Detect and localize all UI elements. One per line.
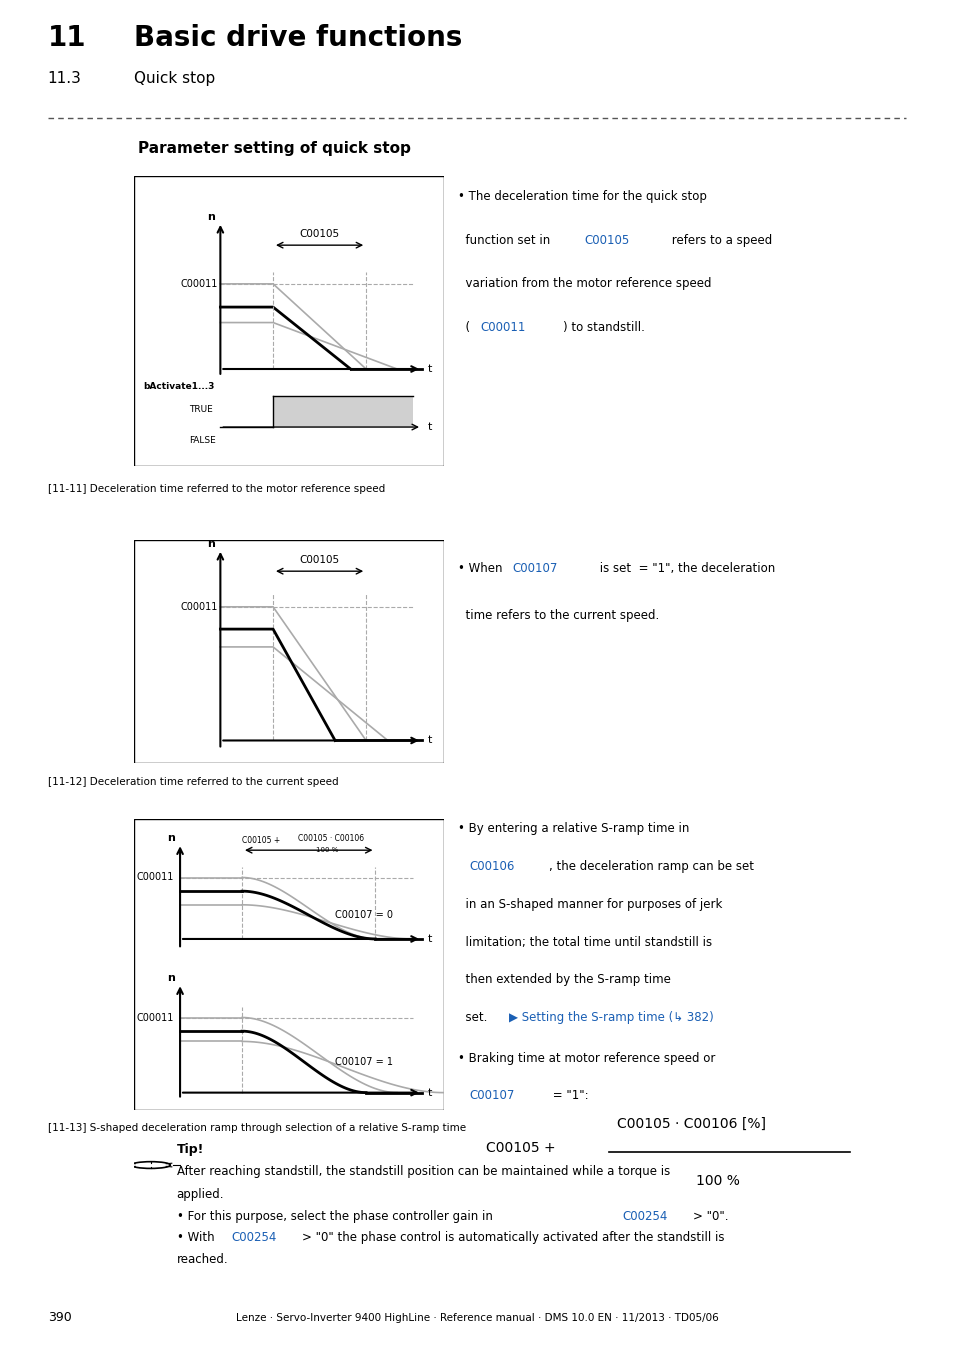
Text: C00107 = 0: C00107 = 0	[335, 910, 393, 921]
Text: C00105: C00105	[299, 230, 339, 239]
Text: set.: set.	[457, 1011, 495, 1025]
Text: in an S-shaped manner for purposes of jerk: in an S-shaped manner for purposes of je…	[457, 898, 721, 911]
Text: [11-11] Deceleration time referred to the motor reference speed: [11-11] Deceleration time referred to th…	[48, 485, 385, 494]
Text: Quick stop: Quick stop	[133, 72, 214, 86]
Text: C00105: C00105	[583, 234, 629, 247]
Text: Lenze · Servo-Inverter 9400 HighLine · Reference manual · DMS 10.0 EN · 11/2013 : Lenze · Servo-Inverter 9400 HighLine · R…	[235, 1312, 718, 1323]
Text: = "1":: = "1":	[548, 1089, 588, 1103]
Text: • When: • When	[457, 562, 506, 575]
Text: C00254: C00254	[231, 1231, 276, 1245]
Text: function set in: function set in	[457, 234, 554, 247]
Text: C00254: C00254	[621, 1210, 667, 1223]
Text: C00011: C00011	[136, 872, 173, 883]
Text: 390: 390	[48, 1311, 71, 1324]
Bar	[273, 396, 412, 427]
Text: , the deceleration ramp can be set: , the deceleration ramp can be set	[548, 860, 753, 873]
Text: variation from the motor reference speed: variation from the motor reference speed	[457, 277, 711, 290]
Text: 100 %: 100 %	[696, 1174, 740, 1188]
Text: > "0" the phase control is automatically activated after the standstill is: > "0" the phase control is automatically…	[301, 1231, 723, 1245]
Text: C00107: C00107	[468, 1089, 514, 1103]
Text: 11: 11	[48, 24, 86, 51]
Text: applied.: applied.	[176, 1188, 224, 1202]
Text: [11-12] Deceleration time referred to the current speed: [11-12] Deceleration time referred to th…	[48, 778, 338, 787]
Text: then extended by the S-ramp time: then extended by the S-ramp time	[457, 973, 670, 987]
Text: t: t	[428, 1088, 432, 1098]
Text: refers to a speed: refers to a speed	[667, 234, 771, 247]
Text: bActivate1...3: bActivate1...3	[143, 382, 214, 391]
Text: t: t	[428, 364, 432, 374]
Text: • For this purpose, select the phase controller gain in: • For this purpose, select the phase con…	[176, 1210, 496, 1223]
Text: • Braking time at motor reference speed or: • Braking time at motor reference speed …	[457, 1052, 715, 1065]
Text: ) to standstill.: ) to standstill.	[562, 321, 644, 333]
Text: (: (	[457, 321, 470, 333]
Text: t: t	[428, 736, 432, 745]
Text: t: t	[428, 934, 432, 944]
Text: C00011: C00011	[180, 279, 217, 289]
Text: n: n	[167, 833, 174, 844]
Text: ▶ Setting the S-ramp time (↳ 382): ▶ Setting the S-ramp time (↳ 382)	[509, 1011, 714, 1025]
Text: TRUE: TRUE	[189, 405, 213, 414]
Text: C00105: C00105	[299, 555, 339, 564]
Text: Parameter setting of quick stop: Parameter setting of quick stop	[138, 140, 411, 157]
Text: C00105 · C00106 [%]: C00105 · C00106 [%]	[617, 1118, 765, 1131]
Text: limitation; the total time until standstill is: limitation; the total time until standst…	[457, 936, 711, 949]
Text: C00011: C00011	[180, 602, 217, 612]
Text: • The deceleration time for the quick stop: • The deceleration time for the quick st…	[457, 190, 706, 202]
Text: C00105 +: C00105 +	[485, 1141, 555, 1154]
Text: t: t	[428, 423, 432, 432]
Text: C00011: C00011	[479, 321, 525, 333]
Text: FALSE: FALSE	[189, 436, 216, 446]
Text: n: n	[167, 973, 174, 983]
Text: Basic drive functions: Basic drive functions	[133, 24, 461, 51]
Text: C00105 · C00106: C00105 · C00106	[297, 834, 364, 842]
Text: C00107: C00107	[512, 562, 558, 575]
Text: C00011: C00011	[136, 1012, 173, 1022]
Text: 100 %: 100 %	[316, 848, 338, 853]
Text: [11-13] S-shaped deceleration ramp through selection of a relative S-ramp time: [11-13] S-shaped deceleration ramp throu…	[48, 1123, 465, 1133]
Text: > "0".: > "0".	[692, 1210, 728, 1223]
Text: C00106: C00106	[468, 860, 514, 873]
Text: After reaching standstill, the standstill position can be maintained while a tor: After reaching standstill, the standstil…	[176, 1165, 669, 1179]
Text: 11.3: 11.3	[48, 72, 82, 86]
Text: • With: • With	[176, 1231, 217, 1245]
Text: time refers to the current speed.: time refers to the current speed.	[457, 609, 659, 622]
Text: Tip!: Tip!	[176, 1143, 204, 1157]
Text: • By entering a relative S-ramp time in: • By entering a relative S-ramp time in	[457, 822, 689, 836]
Text: reached.: reached.	[176, 1253, 228, 1266]
Text: n: n	[207, 212, 214, 221]
Text: C00107 = 1: C00107 = 1	[335, 1057, 393, 1066]
Text: n: n	[207, 539, 214, 549]
Text: C00105 +: C00105 +	[242, 836, 280, 845]
Text: is set  = "1", the deceleration: is set = "1", the deceleration	[596, 562, 775, 575]
